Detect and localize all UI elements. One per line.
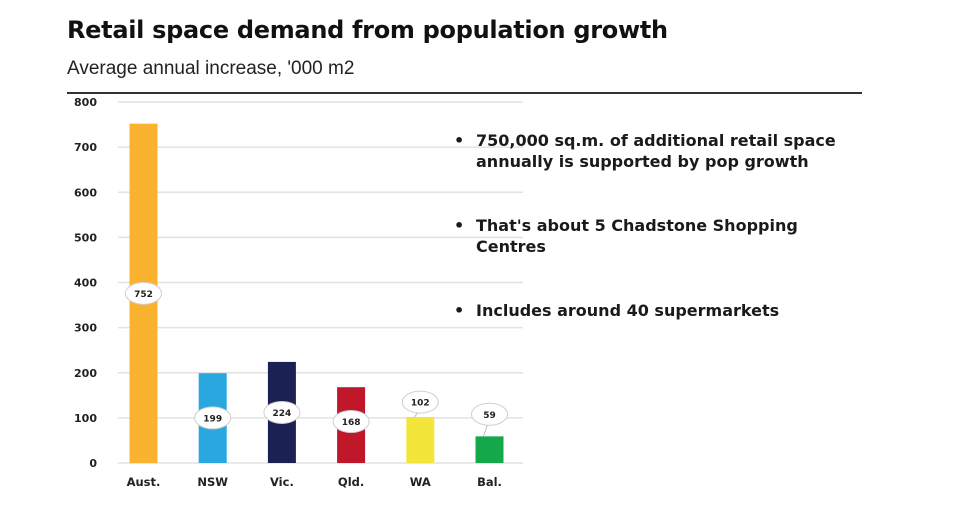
chart-subtitle: Average annual increase, '000 m2 — [67, 58, 355, 79]
y-tick-label: 100 — [74, 412, 97, 425]
bullet-dot-icon: • — [454, 131, 465, 150]
bar-wa — [406, 416, 435, 463]
y-tick-label: 200 — [74, 367, 97, 380]
data-label: 59 — [483, 411, 496, 421]
data-label-bubble — [125, 281, 162, 305]
bars — [129, 123, 504, 463]
y-tick-label: 600 — [74, 186, 97, 199]
data-label-bubble — [401, 390, 439, 414]
y-axis-ticks: 0 100 200 300 400 500 600 700 800 — [74, 96, 97, 470]
data-labels: 752 199 224 168 102 59 — [125, 281, 508, 437]
data-label: 102 — [411, 399, 430, 409]
title-divider — [67, 92, 862, 94]
bullet-item: • 750,000 sq.m. of additional retail spac… — [452, 130, 852, 172]
y-tick-label: 500 — [74, 231, 97, 244]
data-label: 199 — [203, 414, 222, 424]
x-tick-label: NSW — [197, 475, 228, 489]
bullet-text: That's about 5 Chadstone Shopping Centre… — [476, 216, 798, 256]
data-label: 752 — [134, 290, 153, 300]
x-tick-label: Qld. — [338, 475, 364, 489]
x-tick-label: Aust. — [127, 475, 161, 489]
data-label-bubble — [332, 409, 370, 433]
y-tick-label: 400 — [74, 277, 97, 290]
bullet-item: • Includes around 40 supermarkets — [452, 300, 852, 321]
data-label-bubble — [263, 400, 301, 424]
bar-bal — [475, 436, 504, 463]
data-label: 168 — [342, 418, 361, 428]
gridlines — [118, 101, 523, 464]
y-tick-label: 800 — [74, 96, 97, 109]
chart-title: Retail space demand from population grow… — [67, 16, 668, 44]
bullet-item: • That's about 5 Chadstone Shopping Centr… — [452, 215, 852, 257]
bullet-dot-icon: • — [454, 301, 465, 320]
data-label: 224 — [273, 409, 292, 419]
bullet-text: Includes around 40 supermarkets — [476, 301, 780, 320]
label-leader-line — [483, 424, 488, 437]
bullet-text: 750,000 sq.m. of additional retail space… — [476, 131, 836, 171]
y-tick-label: 700 — [74, 141, 97, 154]
y-tick-label: 300 — [74, 322, 97, 335]
data-label-bubble — [471, 402, 508, 426]
bullet-dot-icon: • — [454, 216, 465, 235]
data-label-bubble — [194, 406, 232, 430]
x-tick-label: Bal. — [477, 475, 502, 489]
x-tick-label: Vic. — [270, 475, 294, 489]
x-axis-labels: Aust. NSW Vic. Qld. WA Bal. — [127, 475, 502, 489]
x-tick-label: WA — [410, 475, 431, 489]
y-tick-label: 0 — [89, 457, 97, 470]
bullet-list: • 750,000 sq.m. of additional retail spac… — [452, 130, 852, 321]
